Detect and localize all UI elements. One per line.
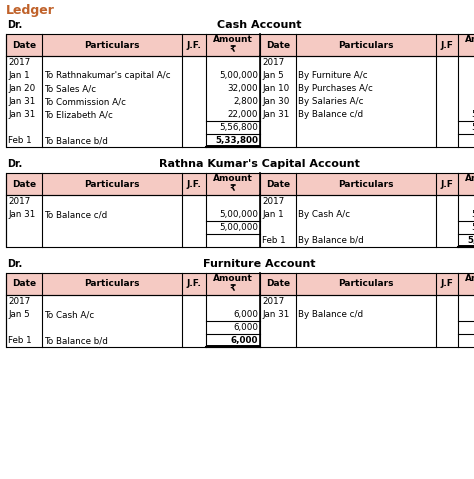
Text: 5,33,800: 5,33,800	[471, 110, 474, 119]
Text: By Cash A/c: By Cash A/c	[298, 210, 350, 219]
Text: Amount
₹: Amount ₹	[213, 274, 253, 294]
Text: Feb 1: Feb 1	[262, 236, 286, 245]
Text: 32,000: 32,000	[228, 84, 258, 93]
Text: By Purchases A/c: By Purchases A/c	[298, 84, 373, 93]
Text: 6,000: 6,000	[233, 323, 258, 332]
Text: J.F.: J.F.	[187, 180, 201, 189]
Text: Jan 31: Jan 31	[262, 310, 289, 319]
Bar	[6, 295, 474, 347]
Text: By Salaries A/c: By Salaries A/c	[298, 97, 364, 106]
Text: Furniture Account: Furniture Account	[203, 259, 315, 269]
Text: 2017: 2017	[8, 297, 30, 306]
Text: To Balance c/d: To Balance c/d	[44, 210, 107, 219]
Text: Jan 31: Jan 31	[262, 110, 289, 119]
Text: Particulars: Particulars	[84, 280, 140, 288]
Text: Jan 5: Jan 5	[262, 71, 284, 80]
Text: To Rathnakumar's capital A/c: To Rathnakumar's capital A/c	[44, 71, 171, 80]
Text: To Commission A/c: To Commission A/c	[44, 97, 126, 106]
Text: Jan 31: Jan 31	[8, 97, 35, 106]
Text: Date: Date	[12, 180, 36, 189]
Text: Jan 1: Jan 1	[262, 210, 283, 219]
Text: Feb 1: Feb 1	[8, 136, 32, 145]
Bar	[6, 173, 474, 195]
Text: 2017: 2017	[262, 197, 284, 206]
Bar	[6, 173, 474, 195]
Text: Date: Date	[12, 41, 36, 49]
Text: Amount
₹: Amount ₹	[213, 174, 253, 194]
Text: To Balance b/d: To Balance b/d	[44, 136, 108, 145]
Text: Dr.: Dr.	[7, 259, 22, 269]
Text: 2017: 2017	[262, 58, 284, 67]
Bar	[6, 56, 474, 147]
Text: Date: Date	[266, 41, 290, 49]
Text: 5,56,800: 5,56,800	[471, 123, 474, 132]
Text: 6,000: 6,000	[230, 336, 258, 345]
Text: 5,00,000: 5,00,000	[219, 223, 258, 232]
Text: 5,00,000: 5,00,000	[219, 71, 258, 80]
Text: Jan 30: Jan 30	[262, 97, 289, 106]
Text: Jan 20: Jan 20	[8, 84, 35, 93]
Text: Particulars: Particulars	[338, 280, 394, 288]
Text: 5,00,000: 5,00,000	[219, 210, 258, 219]
Text: Particulars: Particulars	[84, 180, 140, 189]
Text: By Balance c/d: By Balance c/d	[298, 110, 363, 119]
Text: Jan 31: Jan 31	[8, 210, 35, 219]
Text: By Balance c/d: By Balance c/d	[298, 310, 363, 319]
Text: Jan 1: Jan 1	[8, 71, 29, 80]
Text: By Furniture A/c: By Furniture A/c	[298, 71, 368, 80]
Text: To Cash A/c: To Cash A/c	[44, 310, 94, 319]
Text: Jan 10: Jan 10	[262, 84, 289, 93]
Text: To Elizabeth A/c: To Elizabeth A/c	[44, 110, 113, 119]
Bar	[6, 195, 474, 247]
Text: J.F.: J.F.	[187, 41, 201, 49]
Text: 5,00,000: 5,00,000	[467, 236, 474, 245]
Bar	[6, 34, 474, 56]
Text: 2017: 2017	[8, 197, 30, 206]
Text: J.F: J.F	[440, 180, 454, 189]
Text: Ledger: Ledger	[6, 4, 55, 17]
Text: Amount
₹: Amount ₹	[465, 274, 474, 294]
Text: Jan 31: Jan 31	[8, 110, 35, 119]
Text: 2,800: 2,800	[233, 97, 258, 106]
Text: To Balance b/d: To Balance b/d	[44, 336, 108, 345]
Text: Date: Date	[266, 280, 290, 288]
Text: J.F.: J.F.	[187, 280, 201, 288]
Text: 5,00,000: 5,00,000	[471, 210, 474, 219]
Text: Jan 5: Jan 5	[8, 310, 30, 319]
Text: By Balance b/d: By Balance b/d	[298, 236, 364, 245]
Text: Date: Date	[266, 180, 290, 189]
Text: 22,000: 22,000	[228, 110, 258, 119]
Text: To Sales A/c: To Sales A/c	[44, 84, 96, 93]
Text: Amount
₹: Amount ₹	[465, 174, 474, 194]
Text: Particulars: Particulars	[338, 180, 394, 189]
Text: 2017: 2017	[8, 58, 30, 67]
Text: Feb 1: Feb 1	[8, 336, 32, 345]
Text: J.F: J.F	[440, 41, 454, 49]
Text: Amount
₹: Amount ₹	[213, 35, 253, 55]
Text: 5,33,800: 5,33,800	[215, 136, 258, 145]
Text: Cash Account: Cash Account	[217, 20, 301, 30]
Text: Dr.: Dr.	[7, 20, 22, 30]
Text: Particulars: Particulars	[84, 41, 140, 49]
Text: 5,56,800: 5,56,800	[219, 123, 258, 132]
Bar	[6, 273, 474, 295]
Text: 2017: 2017	[262, 297, 284, 306]
Text: 6,000: 6,000	[233, 310, 258, 319]
Bar	[6, 34, 474, 56]
Text: 5,00,000: 5,00,000	[471, 223, 474, 232]
Bar	[6, 273, 474, 295]
Text: J.F: J.F	[440, 280, 454, 288]
Text: Amount
₹: Amount ₹	[465, 35, 474, 55]
Text: Date: Date	[12, 280, 36, 288]
Text: Rathna Kumar's Capital Account: Rathna Kumar's Capital Account	[159, 159, 359, 169]
Text: Dr.: Dr.	[7, 159, 22, 169]
Text: Particulars: Particulars	[338, 41, 394, 49]
